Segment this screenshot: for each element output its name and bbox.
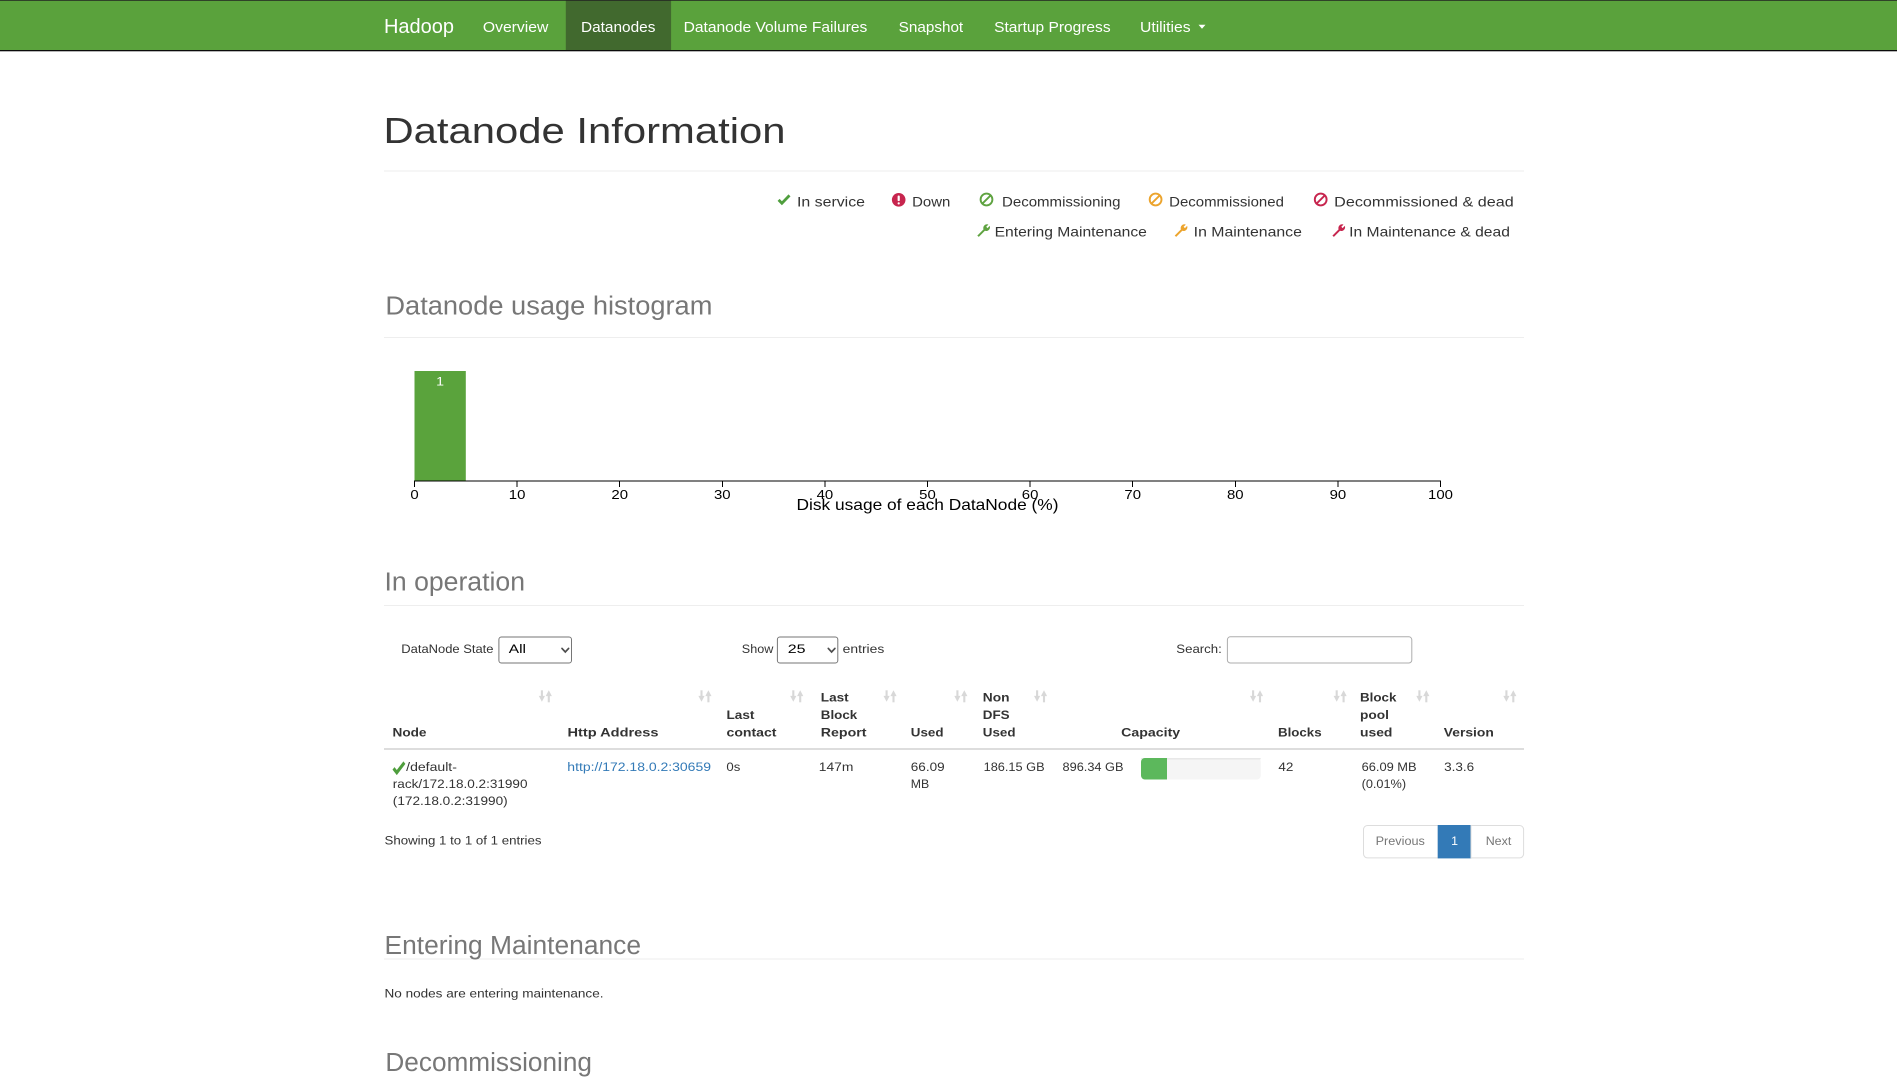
svg-text:80: 80 [1227, 487, 1244, 502]
svg-text:All: All [509, 642, 526, 656]
svg-text:Showing 1 to 1 of 1 entries: Showing 1 to 1 of 1 entries [385, 834, 542, 848]
svg-text:Capacity: Capacity [1121, 726, 1180, 740]
svg-text:70: 70 [1124, 487, 1141, 502]
svg-text:Overview: Overview [483, 20, 549, 36]
svg-text:Down: Down [912, 194, 950, 210]
svg-text:60: 60 [1022, 487, 1039, 502]
svg-text:used: used [1360, 726, 1392, 740]
svg-text:1: 1 [1451, 834, 1458, 848]
svg-text:Decommissioning: Decommissioning [385, 1047, 592, 1077]
svg-text:0: 0 [410, 487, 418, 502]
svg-text:Utilities: Utilities [1140, 20, 1191, 36]
svg-text:Previous: Previous [1376, 834, 1425, 848]
svg-text:entries: entries [843, 642, 885, 656]
svg-text:In Maintenance & dead: In Maintenance & dead [1349, 224, 1510, 240]
svg-text:Datanodes: Datanodes [581, 20, 655, 36]
svg-text:pool: pool [1360, 708, 1389, 722]
svg-text:147m: 147m [819, 760, 854, 774]
svg-text:Used: Used [983, 726, 1016, 740]
svg-text:Search:: Search: [1176, 642, 1222, 656]
svg-text:25: 25 [788, 642, 806, 656]
svg-text:Startup Progress: Startup Progress [994, 20, 1111, 36]
svg-text:Block: Block [1360, 691, 1397, 705]
svg-text:100: 100 [1428, 487, 1453, 502]
svg-text:186.15 GB: 186.15 GB [984, 760, 1045, 774]
svg-text:Entering Maintenance: Entering Maintenance [995, 224, 1148, 240]
svg-text:rack/172.18.0.2:31990: rack/172.18.0.2:31990 [393, 777, 528, 791]
svg-text:Last: Last [821, 691, 849, 705]
svg-text:Disk usage of each DataNode (%: Disk usage of each DataNode (%) [797, 497, 1059, 514]
svg-text:Datanode Volume Failures: Datanode Volume Failures [684, 20, 868, 36]
svg-text:Datanode usage histogram: Datanode usage histogram [385, 291, 712, 321]
svg-text:Last: Last [727, 708, 755, 722]
svg-text:DFS: DFS [983, 708, 1010, 722]
svg-text:Block: Block [821, 708, 858, 722]
svg-text:/default-: /default- [406, 760, 457, 774]
svg-text:MB: MB [911, 777, 929, 791]
svg-text:In operation: In operation [385, 566, 526, 596]
svg-text:0s: 0s [726, 760, 740, 774]
svg-text:50: 50 [919, 487, 936, 502]
svg-text:Decommissioned: Decommissioned [1169, 194, 1284, 210]
svg-text:Used: Used [911, 726, 944, 740]
svg-text:In Maintenance: In Maintenance [1194, 224, 1302, 240]
svg-text:(0.01%): (0.01%) [1362, 777, 1407, 791]
svg-text:Datanode Information: Datanode Information [384, 110, 786, 151]
svg-text:contact: contact [727, 726, 777, 740]
svg-text:Non: Non [983, 691, 1010, 705]
svg-text:Version: Version [1444, 726, 1494, 740]
svg-text:(172.18.0.2:31990): (172.18.0.2:31990) [393, 794, 508, 808]
svg-text:Http Address: Http Address [568, 726, 659, 740]
svg-text:Blocks: Blocks [1278, 726, 1322, 740]
svg-text:No nodes are entering maintena: No nodes are entering maintenance. [385, 986, 604, 1000]
svg-text:66.09 MB: 66.09 MB [1362, 760, 1417, 774]
svg-text:40: 40 [817, 487, 834, 502]
svg-text:In service: In service [797, 194, 865, 210]
svg-text:Decommissioned & dead: Decommissioned & dead [1334, 194, 1514, 210]
svg-text:66.09: 66.09 [911, 760, 945, 774]
svg-text:Hadoop: Hadoop [384, 16, 454, 38]
svg-text:Node: Node [393, 726, 427, 740]
svg-text:Snapshot: Snapshot [899, 20, 964, 36]
svg-text:Report: Report [821, 726, 867, 740]
svg-text:http://172.18.0.2:30659: http://172.18.0.2:30659 [567, 760, 711, 774]
svg-text:Decommissioning: Decommissioning [1002, 194, 1121, 210]
svg-text:DataNode State: DataNode State [401, 642, 493, 656]
svg-text:3.3.6: 3.3.6 [1444, 760, 1474, 774]
svg-text:Next: Next [1486, 834, 1512, 848]
svg-text:20: 20 [611, 487, 628, 502]
svg-text:Entering Maintenance: Entering Maintenance [385, 930, 642, 960]
svg-text:30: 30 [714, 487, 731, 502]
svg-text:1: 1 [436, 374, 444, 388]
svg-text:Show: Show [742, 642, 774, 656]
svg-text:10: 10 [509, 487, 526, 502]
svg-text:42: 42 [1278, 760, 1293, 774]
svg-text:896.34 GB: 896.34 GB [1063, 760, 1124, 774]
svg-text:90: 90 [1330, 487, 1347, 502]
